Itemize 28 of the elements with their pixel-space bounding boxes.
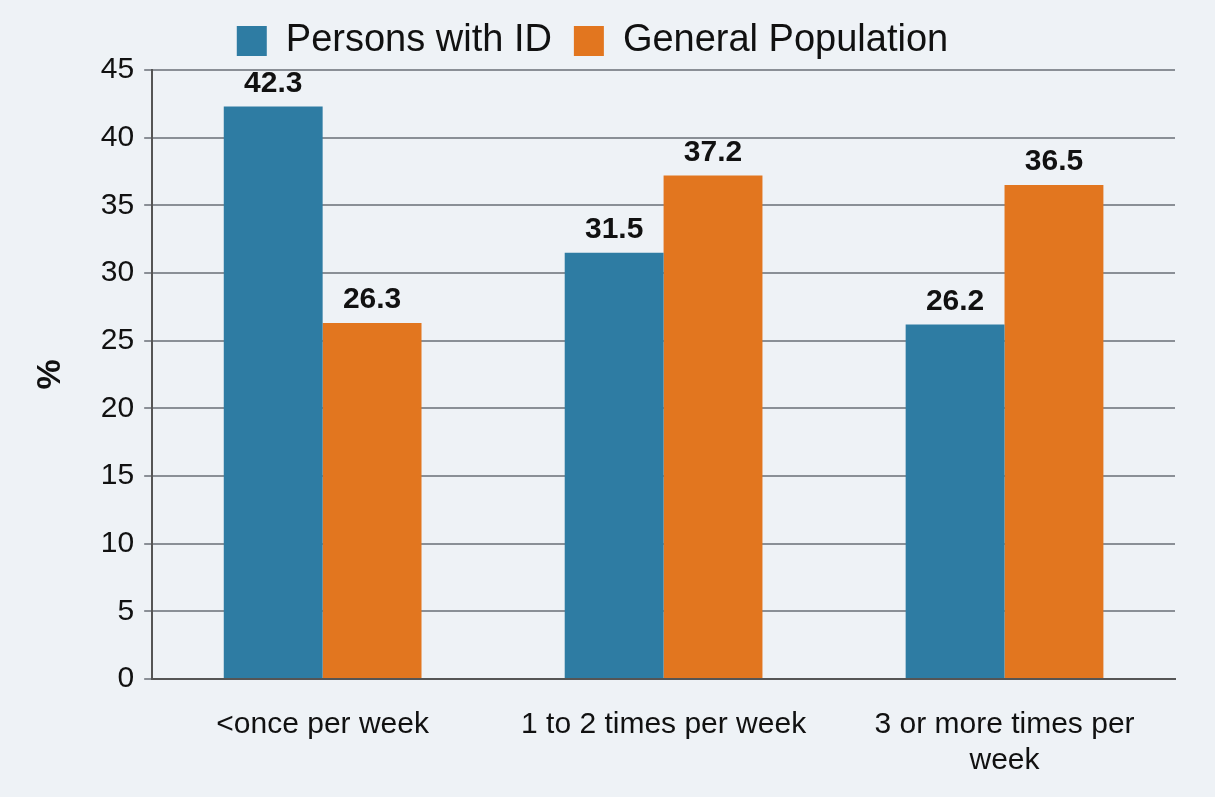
y-tick-label: 35 [100, 186, 135, 220]
x-tick-label: 3 or more times per week [874, 706, 1135, 776]
bar [663, 175, 763, 678]
bar [1004, 185, 1104, 678]
legend-label: General Population [622, 17, 949, 60]
legend-label: Persons with ID [285, 17, 552, 60]
data-label: 37.2 [683, 133, 743, 167]
data-label: 42.3 [244, 64, 303, 98]
x-tick-label: <once per week [216, 706, 430, 740]
data-label: 26.3 [342, 281, 402, 315]
y-tick-label: 45 [100, 51, 135, 85]
bar [564, 252, 664, 678]
y-tick-label: 30 [100, 254, 135, 288]
y-axis-title: % [28, 359, 67, 390]
y-tick-label: 25 [100, 321, 135, 355]
data-label: 36.5 [1024, 143, 1084, 177]
x-tick-label: 1 to 2 times per week [521, 706, 808, 740]
y-tick-label: 10 [100, 524, 135, 558]
y-tick-label: 20 [100, 389, 135, 423]
y-tick-label: 0 [117, 660, 135, 694]
y-tick-label: 5 [117, 592, 135, 626]
y-tick-label: 40 [100, 118, 135, 152]
data-label: 31.5 [584, 210, 644, 244]
y-tick-label: 15 [100, 457, 135, 491]
bar [223, 106, 323, 678]
bar [905, 324, 1005, 678]
data-label: 26.2 [925, 282, 985, 316]
bar [322, 323, 422, 678]
